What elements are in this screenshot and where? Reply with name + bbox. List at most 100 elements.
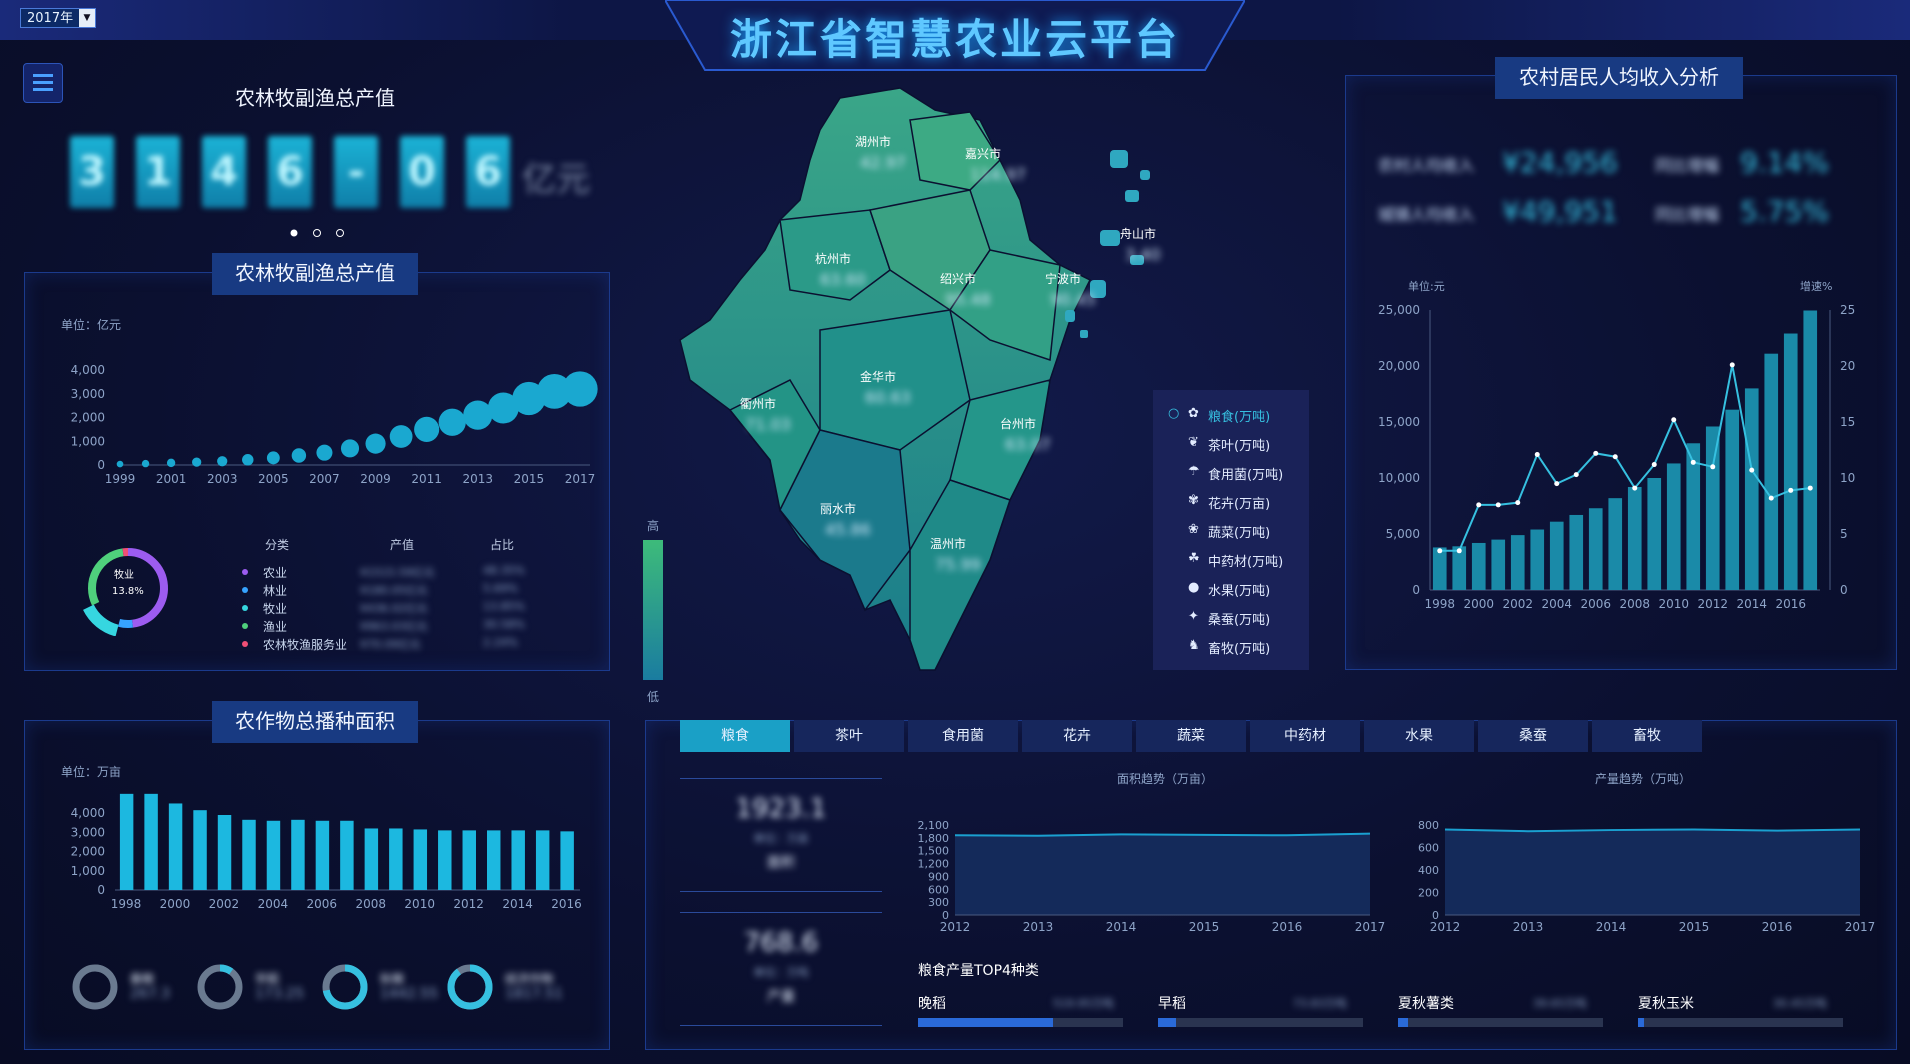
summary-value: 768.6	[743, 928, 819, 958]
legend-dot	[242, 641, 248, 647]
income-bar	[1549, 521, 1564, 590]
city-label[interactable]: 金华市	[860, 370, 897, 384]
planting-bar	[364, 828, 379, 890]
planting-bar	[340, 820, 354, 890]
income-bar	[1744, 388, 1759, 590]
city-label[interactable]: 宁波市	[1045, 272, 1082, 286]
growth-point	[1612, 454, 1618, 460]
table-row-name: 农业	[263, 566, 288, 580]
y-tick-label: 200	[1418, 887, 1439, 900]
carousel-dots[interactable]	[290, 223, 350, 242]
legend-marker: ○	[1168, 406, 1180, 421]
ring-gauge	[447, 964, 493, 1010]
tab-3[interactable]: 花卉	[1022, 720, 1132, 752]
income-bar	[1627, 486, 1642, 590]
bubble-point	[487, 392, 519, 424]
zhejiang-map[interactable]	[670, 80, 1210, 680]
legend-icon: ✾	[1188, 493, 1199, 508]
table-row-name: 农林牧渔服务业	[263, 638, 348, 652]
legend-item-label[interactable]: 桑蚕(万吨)	[1208, 613, 1271, 628]
legend-item-label[interactable]: 茶叶(万吨)	[1208, 439, 1271, 454]
city-label[interactable]: 丽水市	[820, 502, 857, 516]
growth-point	[1456, 548, 1462, 554]
legend-item-label[interactable]: 水果(万吨)	[1208, 584, 1271, 599]
y-tick-label: 4,000	[71, 363, 105, 377]
legend-item-label[interactable]: 食用菌(万吨)	[1208, 468, 1284, 483]
growth-point	[1476, 502, 1482, 508]
planting-bar	[413, 829, 428, 890]
tab-0[interactable]: 粮食	[680, 720, 790, 752]
growth-line	[1439, 364, 1811, 552]
city-label[interactable]: 绍兴市	[940, 272, 977, 286]
tab-1[interactable]: 茶叶	[794, 720, 904, 752]
city-label[interactable]: 杭州市	[815, 252, 852, 266]
tab-6[interactable]: 水果	[1364, 720, 1474, 752]
tab-4[interactable]: 蔬菜	[1136, 720, 1246, 752]
planting-bar	[535, 830, 550, 890]
y-tick-label: 2,100	[918, 819, 950, 832]
x-tick-label: 2016	[1775, 597, 1806, 610]
x-tick-label: 2014	[1736, 597, 1767, 610]
y-tick-label: 3,000	[71, 825, 105, 839]
top4-name: 夏秋玉米	[1638, 996, 1694, 1012]
bubble-point	[217, 456, 228, 467]
tab-7[interactable]: 桑蚕	[1478, 720, 1588, 752]
legend-item-label[interactable]: 畜牧(万吨)	[1208, 642, 1271, 657]
table-row-pct: 13.85%	[483, 600, 525, 613]
legend-item-label[interactable]: 蔬菜(万吨)	[1208, 526, 1271, 541]
bubble-point	[141, 459, 150, 468]
x-tick-label: 2017	[565, 472, 596, 486]
city-label[interactable]: 温州市	[930, 537, 967, 551]
y-tick-label: 400	[1418, 864, 1439, 877]
menu-button[interactable]	[23, 63, 63, 103]
legend-icon: ✦	[1188, 609, 1199, 624]
city-label[interactable]: 衢州市	[740, 397, 777, 411]
legend-item-label[interactable]: 中药材(万吨)	[1208, 555, 1284, 570]
x-tick-label: 2012	[453, 897, 484, 911]
tab-8[interactable]: 畜牧	[1592, 720, 1702, 752]
table-row-pct: 30.58%	[483, 618, 525, 631]
x-tick-label: 2014	[1106, 920, 1137, 934]
table-row-pct: 5.69%	[483, 582, 518, 595]
donut-segment	[83, 604, 119, 636]
legend-icon: ☘	[1188, 551, 1200, 566]
y-tick-label: 1,000	[71, 434, 105, 448]
x-tick-label: 2004	[1541, 597, 1572, 610]
city-label[interactable]: 湖州市	[855, 135, 892, 149]
income-stat-label: 城镇人均收入	[1378, 205, 1475, 224]
city-label[interactable]: 舟山市	[1120, 227, 1157, 241]
table-header: 占比	[490, 538, 515, 552]
bubble-point	[340, 439, 360, 458]
output-digit: -	[334, 136, 378, 208]
legend-dot	[242, 623, 248, 629]
y-tick-label-right: 25	[1840, 303, 1855, 317]
legend-item-label[interactable]: 花卉(万亩)	[1208, 497, 1271, 512]
income-growth-value: 5.75%	[1740, 195, 1829, 228]
income-bar	[1783, 333, 1798, 590]
trend-area	[955, 833, 1370, 915]
y-tick-label: 1,200	[918, 858, 950, 871]
planting-panel-title: 农作物总播种面积	[212, 701, 418, 743]
tab-2[interactable]: 食用菌	[908, 720, 1018, 752]
y-tick-label-right: 5	[1840, 527, 1848, 541]
city-label[interactable]: 台州市	[1000, 417, 1037, 431]
income-bar	[1569, 514, 1584, 590]
income-bar	[1647, 478, 1662, 590]
city-label[interactable]: 嘉兴市	[965, 147, 1002, 161]
planting-bar-chart: 0 1,000 2,000 3,000 4,000 1998 2000 2002 2004 200…	[71, 793, 582, 911]
chevron-down-icon[interactable]: ▼	[79, 9, 95, 27]
year-select[interactable]: 2017年 ▼	[20, 8, 96, 28]
income-bar	[1510, 535, 1525, 590]
top4-name: 晚稻	[918, 996, 946, 1012]
y-tick-label-left: 5,000	[1386, 527, 1420, 541]
table-row-value: ¥70.09亿元	[360, 638, 421, 651]
legend-item-label[interactable]: 粮食(万吨)	[1208, 410, 1271, 425]
x-tick-label: 2000	[1463, 597, 1494, 610]
trend-line	[954, 832, 1371, 837]
bubble-point	[562, 371, 598, 407]
growth-point	[1690, 459, 1696, 465]
tab-5[interactable]: 中药材	[1250, 720, 1360, 752]
table-row-value: ¥963.03亿元	[360, 620, 428, 633]
income-bar	[1432, 547, 1447, 590]
